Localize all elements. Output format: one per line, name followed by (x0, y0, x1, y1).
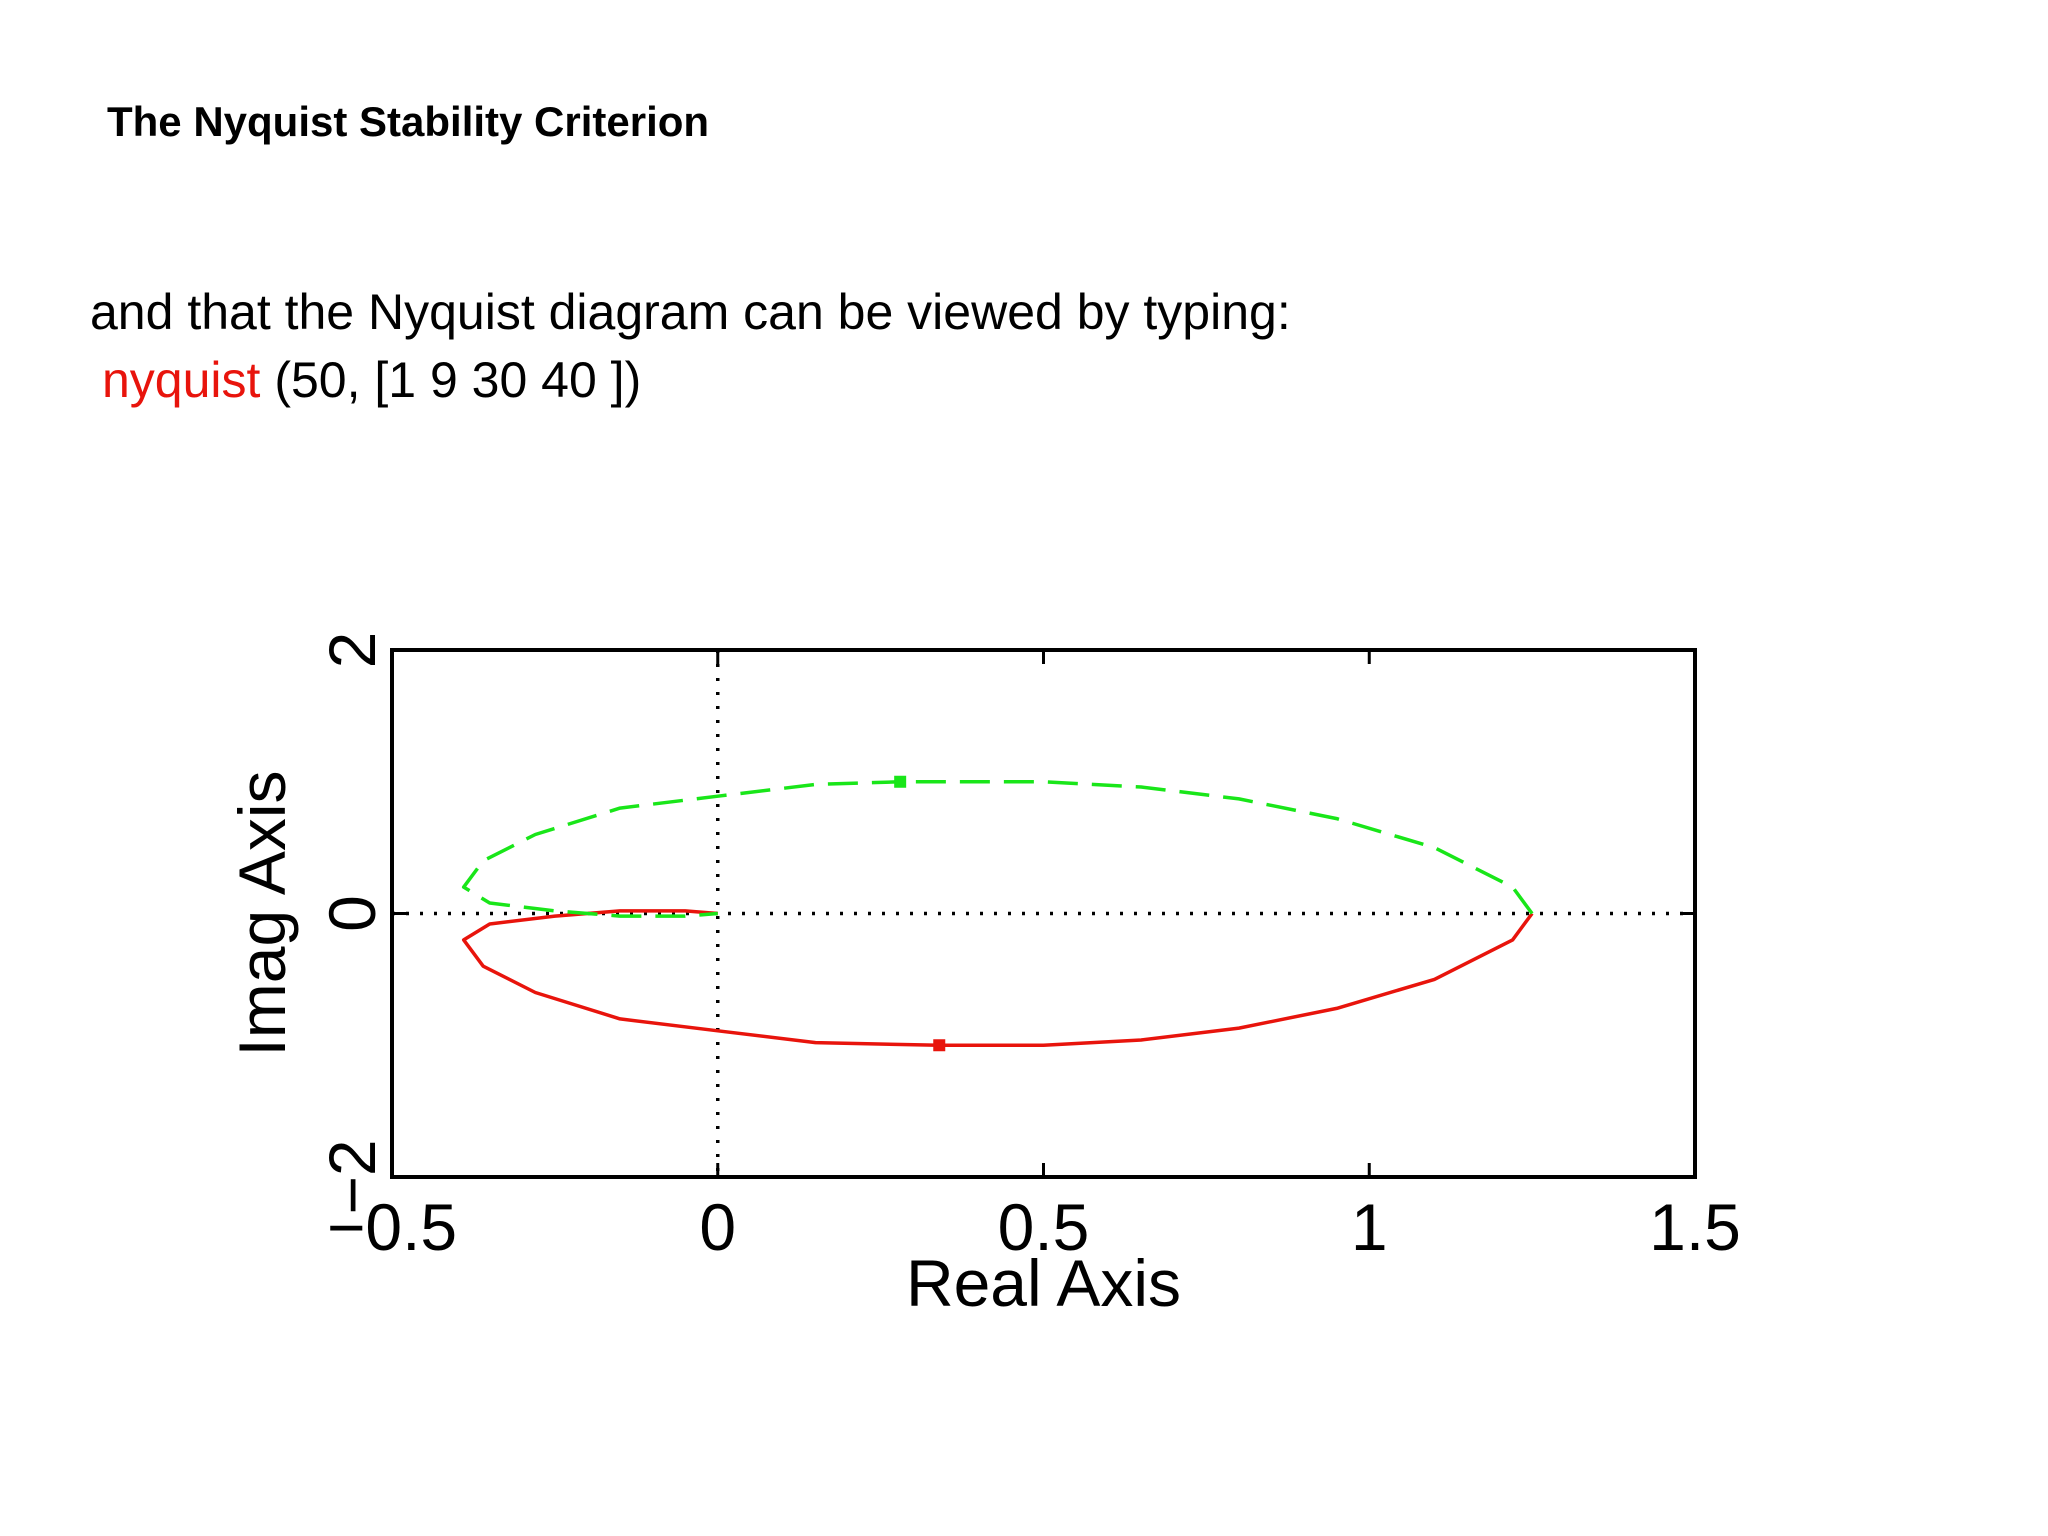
intro-text: and that the Nyquist diagram can be view… (90, 284, 1291, 340)
y-tick-label: 0 (315, 895, 389, 932)
slide-title: The Nyquist Stability Criterion (107, 98, 710, 145)
y-tick-label: −2 (315, 1139, 389, 1214)
command-line: nyquist (50, [1 9 30 40 ]) (90, 346, 1291, 414)
body-text: and that the Nyquist diagram can be view… (90, 278, 1291, 414)
x-axis-label: Real Axis (906, 1246, 1181, 1320)
command-args: (50, [1 9 30 40 ]) (260, 352, 642, 408)
series-line-2 (461, 780, 1534, 918)
x-tick-label: 0 (699, 1190, 736, 1264)
series-line-1 (461, 909, 1534, 1048)
series-marker-2 (894, 775, 907, 788)
x-tick-label: 0.5 (998, 1190, 1090, 1264)
x-tick-label: 1.5 (1649, 1190, 1741, 1264)
y-tick-label: 2 (315, 632, 389, 669)
x-tick-label: −0.5 (327, 1190, 457, 1264)
y-axis-label: Imag Axis (225, 770, 299, 1056)
command-name: nyquist (102, 352, 261, 408)
ticks-layer: −0.5 0 0.5 1 1.5 −2 0 2 (315, 632, 1741, 1264)
series-marker-1 (933, 1039, 946, 1052)
series-layer (461, 775, 1534, 1052)
x-tick-label: 1 (1351, 1190, 1388, 1264)
